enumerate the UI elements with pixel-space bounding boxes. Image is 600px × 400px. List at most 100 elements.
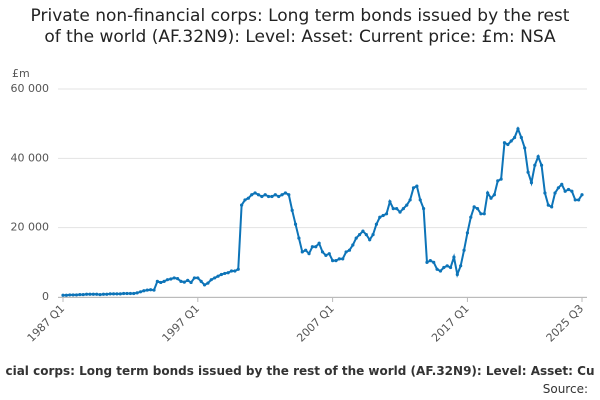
data-point — [462, 248, 466, 252]
data-point — [263, 193, 267, 197]
data-point — [570, 189, 574, 193]
data-point — [307, 252, 311, 256]
data-point — [293, 222, 298, 226]
data-point — [226, 271, 230, 275]
data-point — [287, 193, 291, 197]
data-point — [138, 290, 143, 294]
data-point — [199, 279, 203, 283]
data-point — [378, 215, 382, 219]
x-tick-label: 1987 Q1 — [25, 302, 68, 345]
data-point — [202, 283, 207, 287]
data-point — [368, 238, 372, 242]
data-point — [502, 141, 507, 145]
data-point — [327, 252, 331, 256]
data-point — [108, 292, 112, 296]
data-point — [229, 269, 234, 273]
data-point — [465, 231, 470, 235]
data-point — [159, 280, 163, 285]
y-tick-label: 20 000 — [11, 221, 50, 234]
data-point — [499, 177, 503, 181]
data-point — [566, 187, 571, 192]
data-point — [219, 272, 223, 277]
data-point — [165, 278, 170, 282]
data-point — [361, 229, 365, 233]
data-point — [337, 257, 341, 261]
data-point — [543, 191, 547, 195]
data-point — [304, 248, 308, 252]
data-point — [401, 207, 405, 211]
data-point — [324, 253, 328, 257]
data-point — [189, 280, 193, 285]
data-point — [71, 293, 75, 297]
data-point — [506, 142, 510, 147]
data-point — [560, 182, 564, 186]
data-point — [408, 198, 412, 202]
data-point — [297, 236, 301, 240]
data-point — [179, 279, 183, 283]
data-point — [425, 260, 429, 264]
data-point — [81, 292, 85, 297]
data-point — [162, 279, 166, 283]
data-point — [145, 288, 149, 292]
data-point — [529, 181, 534, 185]
data-point — [533, 163, 537, 167]
data-point — [432, 260, 436, 264]
data-point — [573, 198, 577, 202]
data-point — [398, 210, 402, 214]
data-point — [580, 193, 584, 197]
data-point — [411, 186, 416, 190]
data-point — [270, 194, 274, 199]
data-point — [486, 191, 490, 195]
data-point — [128, 291, 133, 296]
data-point — [152, 288, 156, 292]
data-point — [556, 186, 561, 190]
data-point — [175, 277, 180, 281]
data-point — [364, 233, 368, 237]
data-point — [246, 196, 250, 200]
data-point — [68, 293, 72, 297]
data-point — [233, 269, 237, 273]
data-point — [280, 193, 284, 197]
data-point — [283, 191, 288, 195]
data-point — [539, 163, 544, 167]
data-point — [553, 191, 557, 195]
data-point — [149, 288, 153, 292]
data-point — [216, 274, 220, 278]
data-point — [442, 265, 446, 270]
data-point — [155, 279, 159, 283]
data-point — [209, 278, 213, 282]
data-point — [347, 248, 352, 252]
y-tick-label: 60 000 — [11, 82, 50, 95]
data-point — [317, 241, 321, 245]
y-axis-label: £m — [12, 67, 30, 80]
data-point — [64, 293, 68, 297]
data-point — [277, 194, 281, 199]
data-point — [344, 250, 348, 254]
data-point — [472, 205, 476, 209]
data-point — [489, 196, 493, 200]
data-point — [371, 233, 375, 237]
data-point — [341, 257, 345, 261]
line-series — [63, 126, 583, 297]
x-tick-label: 2025 Q3 — [544, 302, 587, 345]
data-point — [142, 289, 146, 293]
data-point — [536, 155, 540, 159]
data-point — [122, 291, 126, 296]
data-point — [300, 250, 304, 254]
data-point — [516, 127, 520, 131]
data-point — [445, 264, 449, 268]
data-point — [388, 200, 392, 204]
data-point — [391, 207, 395, 211]
data-point — [452, 255, 456, 259]
chart-title: Private non-financial corps: Long term b… — [30, 6, 570, 47]
data-point — [428, 259, 432, 263]
data-point — [260, 194, 264, 199]
data-point — [105, 292, 109, 296]
data-point — [223, 271, 227, 276]
data-point — [186, 278, 190, 282]
data-point — [192, 276, 197, 280]
data-point — [196, 276, 200, 280]
data-point — [290, 208, 294, 212]
data-point — [354, 236, 358, 240]
